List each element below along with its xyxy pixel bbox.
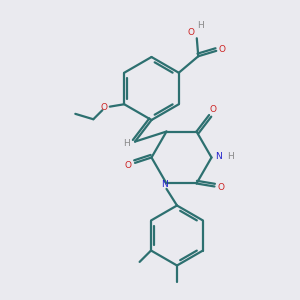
Text: O: O <box>188 28 195 38</box>
Text: H: H <box>227 152 233 161</box>
Text: O: O <box>125 161 132 170</box>
Text: H: H <box>123 140 129 148</box>
Text: O: O <box>209 105 216 114</box>
Text: O: O <box>101 103 108 112</box>
Text: N: N <box>162 180 168 189</box>
Text: O: O <box>218 44 225 53</box>
Text: N: N <box>216 152 222 161</box>
Text: O: O <box>218 184 225 193</box>
Text: H: H <box>197 21 204 30</box>
